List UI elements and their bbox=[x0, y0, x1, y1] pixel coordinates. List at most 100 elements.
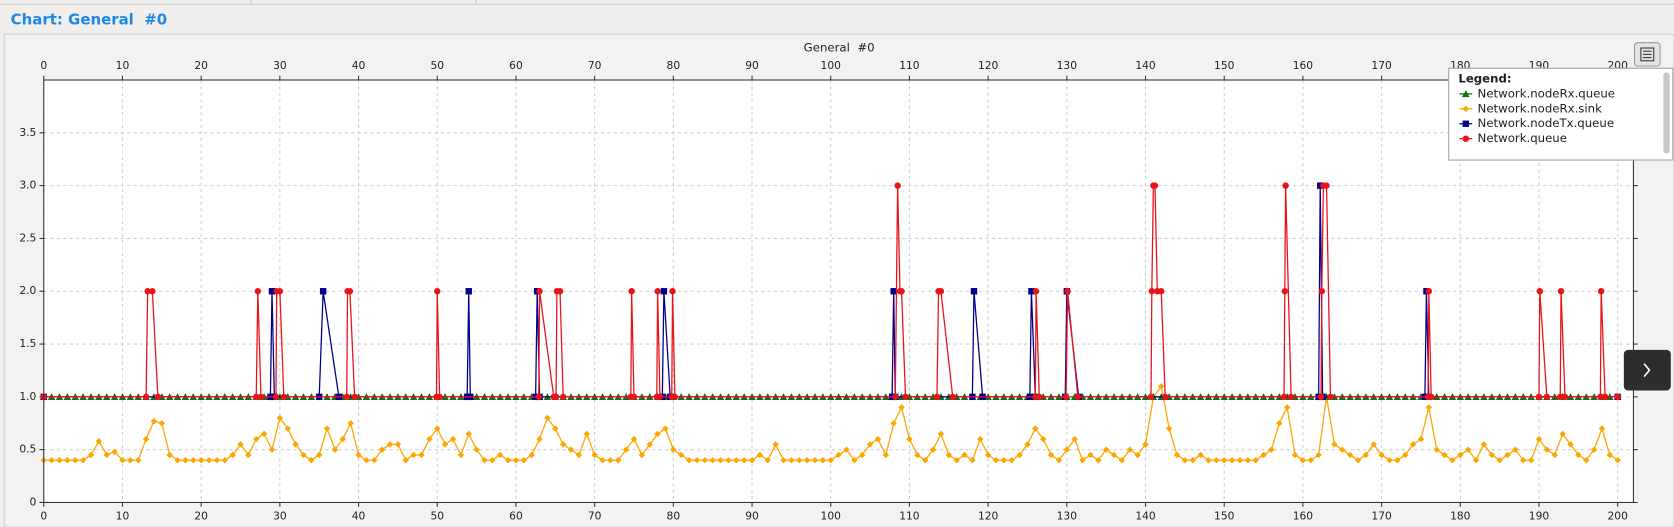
marker-diamond bbox=[662, 425, 669, 432]
marker-diamond bbox=[740, 457, 748, 464]
x-tick-label: 100 bbox=[821, 509, 842, 522]
marker-diamond bbox=[1346, 451, 1354, 459]
marker-circle bbox=[628, 288, 635, 295]
marker-diamond bbox=[1472, 457, 1480, 464]
marker-diamond bbox=[489, 457, 496, 464]
marker-circle bbox=[434, 288, 441, 295]
marker-diamond bbox=[434, 425, 441, 432]
x-tick-label-top: 50 bbox=[430, 59, 444, 72]
marker-circle bbox=[272, 393, 280, 401]
marker-diamond bbox=[630, 435, 638, 443]
x-tick-label-top: 90 bbox=[745, 59, 759, 72]
marker-diamond bbox=[953, 457, 960, 464]
marker-diamond bbox=[1236, 457, 1244, 464]
legend-swatch bbox=[1462, 105, 1470, 113]
marker-circle bbox=[1535, 393, 1543, 401]
marker-diamond bbox=[803, 457, 811, 464]
marker-diamond bbox=[559, 441, 567, 448]
side-panel-toggle[interactable] bbox=[1623, 349, 1671, 391]
marker-diamond bbox=[1024, 441, 1031, 448]
marker-diamond bbox=[481, 457, 488, 464]
y-tick-label: 1.0 bbox=[19, 390, 36, 403]
marker-diamond bbox=[977, 435, 984, 443]
marker-diamond bbox=[473, 446, 480, 453]
marker-circle bbox=[1597, 288, 1605, 295]
plot-frame bbox=[43, 79, 1634, 503]
marker-diamond bbox=[1047, 451, 1055, 459]
marker-circle bbox=[1557, 393, 1564, 401]
x-tick-label: 180 bbox=[1450, 509, 1471, 522]
marker-diamond bbox=[1126, 446, 1133, 453]
marker-diamond bbox=[1079, 457, 1086, 464]
marker-diamond bbox=[1598, 425, 1606, 432]
marker-circle bbox=[898, 288, 905, 295]
marker-diamond bbox=[622, 446, 630, 453]
marker-circle bbox=[253, 393, 260, 401]
marker-diamond bbox=[426, 435, 433, 443]
legend-box bbox=[1448, 67, 1674, 161]
marker-diamond bbox=[764, 457, 771, 464]
marker-diamond bbox=[1464, 446, 1472, 453]
marker-diamond bbox=[599, 457, 606, 464]
marker-diamond bbox=[1000, 457, 1008, 464]
marker-circle bbox=[1148, 288, 1156, 295]
marker-circle bbox=[1561, 393, 1569, 401]
marker-circle bbox=[937, 288, 945, 295]
marker-diamond bbox=[331, 446, 339, 453]
marker-diamond bbox=[772, 441, 779, 448]
marker-diamond bbox=[1339, 446, 1346, 453]
marker-diamond bbox=[693, 457, 701, 464]
marker-circle bbox=[351, 393, 358, 401]
marker-diamond bbox=[394, 441, 402, 448]
marker-diamond bbox=[1496, 457, 1503, 464]
marker-circle bbox=[1318, 288, 1325, 295]
marker-circle bbox=[254, 288, 262, 295]
y-tick-label: 3.5 bbox=[19, 126, 36, 139]
marker-square bbox=[268, 288, 276, 295]
marker-diamond bbox=[874, 435, 882, 443]
marker-diamond bbox=[1055, 457, 1063, 464]
marker-circle bbox=[1280, 393, 1288, 401]
legend-button[interactable] bbox=[1633, 42, 1661, 67]
marker-circle bbox=[1327, 393, 1334, 401]
marker-diamond bbox=[339, 435, 347, 443]
x-tick-label: 120 bbox=[978, 509, 999, 522]
marker-square bbox=[890, 288, 897, 295]
marker-diamond bbox=[292, 441, 299, 448]
marker-diamond bbox=[1228, 457, 1236, 464]
marker-diamond bbox=[504, 457, 512, 464]
marker-diamond bbox=[119, 457, 126, 464]
marker-square bbox=[660, 288, 668, 295]
toggle-box[interactable] bbox=[1623, 349, 1671, 391]
marker-diamond bbox=[135, 457, 142, 464]
x-tick-label: 150 bbox=[1214, 509, 1235, 522]
x-tick-label: 80 bbox=[667, 509, 681, 522]
marker-circle bbox=[669, 288, 676, 295]
marker-diamond bbox=[536, 435, 543, 443]
marker-diamond bbox=[1102, 446, 1110, 453]
marker-circle bbox=[656, 393, 664, 401]
marker-diamond bbox=[1417, 435, 1425, 443]
x-tick-label: 130 bbox=[1057, 509, 1078, 522]
marker-circle bbox=[1281, 288, 1289, 295]
marker-circle bbox=[1597, 393, 1604, 401]
marker-circle bbox=[1032, 288, 1040, 295]
marker-square bbox=[1028, 288, 1035, 295]
marker-square bbox=[465, 288, 472, 295]
marker-diamond bbox=[1008, 457, 1015, 464]
x-tick-label-top: 80 bbox=[667, 59, 681, 72]
x-tick-label: 170 bbox=[1371, 509, 1392, 522]
marker-diamond bbox=[1283, 404, 1291, 411]
marker-circle bbox=[902, 393, 909, 401]
x-tick-label-top: 150 bbox=[1214, 59, 1235, 72]
marker-circle bbox=[1074, 393, 1082, 401]
marker-diamond bbox=[717, 457, 724, 464]
marker-diamond bbox=[378, 446, 386, 453]
marker-diamond bbox=[796, 457, 803, 464]
x-tick-label-top: 100 bbox=[821, 59, 842, 72]
y-tick-label: 0.5 bbox=[19, 443, 36, 456]
marker-diamond bbox=[79, 457, 87, 464]
marker-diamond bbox=[323, 425, 331, 432]
x-tick-label-top: 160 bbox=[1293, 59, 1314, 72]
